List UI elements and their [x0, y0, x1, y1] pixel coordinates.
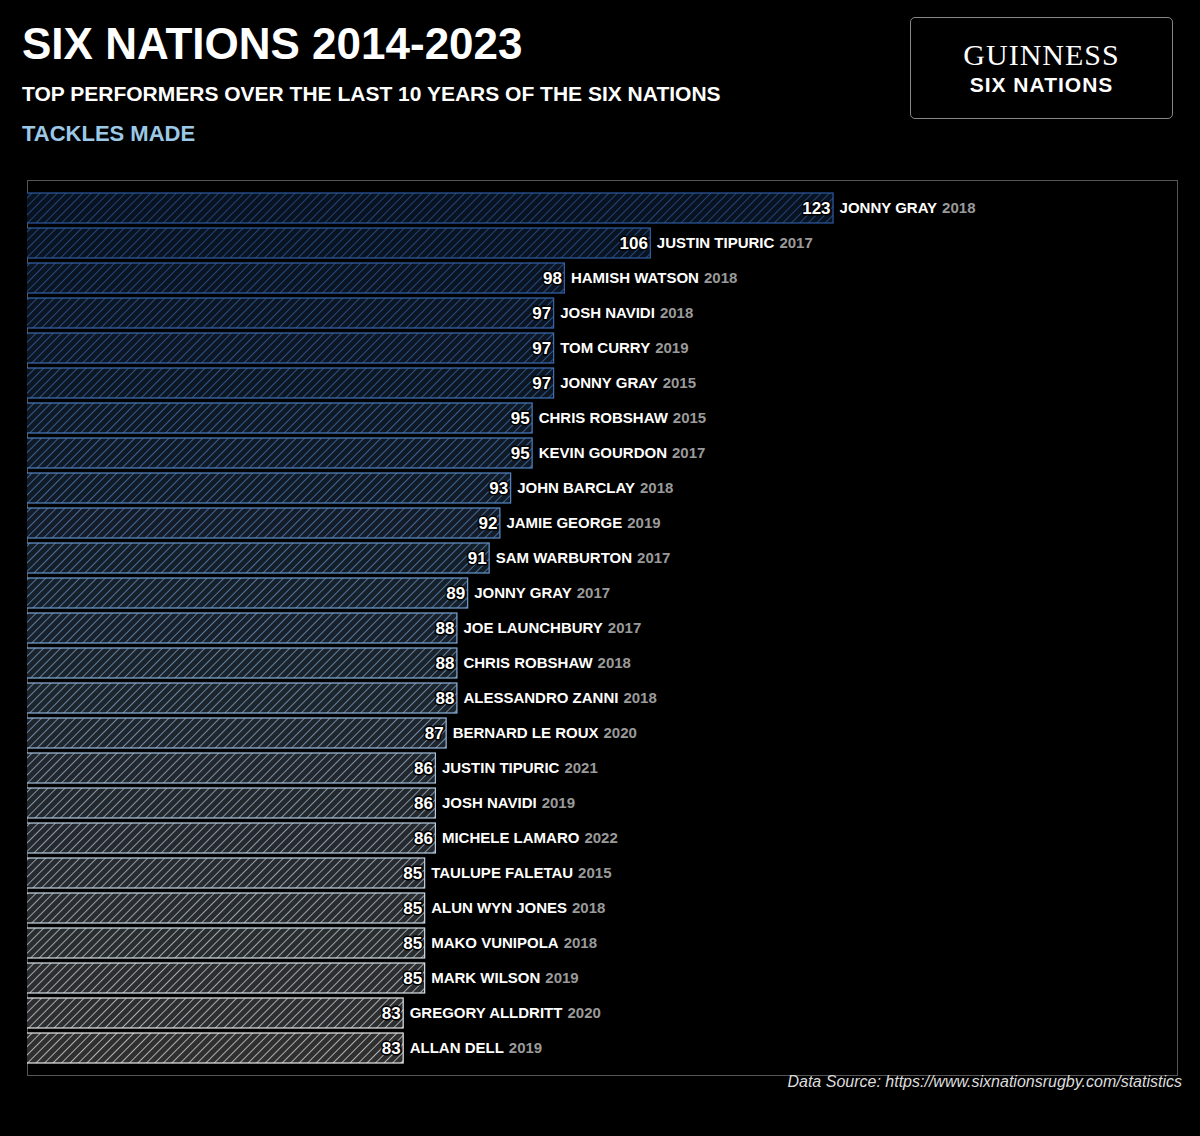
- svg-text:85: 85: [403, 934, 422, 953]
- svg-text:SAM WARBURTON2017: SAM WARBURTON2017: [496, 549, 671, 566]
- svg-text:88: 88: [435, 689, 454, 708]
- svg-text:CHRIS ROBSHAW2015: CHRIS ROBSHAW2015: [539, 409, 707, 426]
- svg-text:88: 88: [435, 654, 454, 673]
- svg-text:TAULUPE FALETAU2015: TAULUPE FALETAU2015: [431, 864, 611, 881]
- svg-text:JOSH NAVIDI2019: JOSH NAVIDI2019: [442, 794, 575, 811]
- svg-text:MICHELE LAMARO2022: MICHELE LAMARO2022: [442, 829, 618, 846]
- svg-text:85: 85: [403, 899, 422, 918]
- svg-text:98: 98: [543, 269, 562, 288]
- svg-text:JUSTIN TIPURIC2021: JUSTIN TIPURIC2021: [442, 759, 598, 776]
- svg-text:91: 91: [468, 549, 487, 568]
- html-text:Data Source: https://www.sixna: Data Source: https://www.sixnationsrugby…: [787, 1073, 1182, 1090]
- html-text:TOP PERFORMERS OVER THE LAST 1: TOP PERFORMERS OVER THE LAST 10 YEARS OF…: [22, 82, 721, 105]
- svg-text:ALLAN DELL2019: ALLAN DELL2019: [410, 1039, 543, 1056]
- html-text:TACKLES MADE: TACKLES MADE: [22, 121, 196, 146]
- svg-text:JONNY GRAY2015: JONNY GRAY2015: [560, 374, 696, 391]
- svg-text:87: 87: [425, 724, 444, 743]
- svg-text:83: 83: [382, 1004, 401, 1023]
- svg-text:95: 95: [511, 409, 530, 428]
- svg-text:ALUN WYN JONES2018: ALUN WYN JONES2018: [431, 899, 605, 916]
- svg-text:106: 106: [619, 234, 647, 253]
- svg-text:86: 86: [414, 794, 433, 813]
- html-text:GUINNESS: GUINNESS: [963, 38, 1120, 71]
- svg-text:86: 86: [414, 829, 433, 848]
- svg-text:CHRIS ROBSHAW2018: CHRIS ROBSHAW2018: [463, 654, 631, 671]
- svg-text:MARK WILSON2019: MARK WILSON2019: [431, 969, 579, 986]
- svg-text:JOE LAUNCHBURY2017: JOE LAUNCHBURY2017: [463, 619, 641, 636]
- html-text:SIX NATIONS: SIX NATIONS: [969, 73, 1114, 96]
- svg-text:GREGORY ALLDRITT2020: GREGORY ALLDRITT2020: [410, 1004, 601, 1021]
- svg-text:97: 97: [532, 374, 551, 393]
- svg-text:JONNY GRAY2018: JONNY GRAY2018: [840, 199, 976, 216]
- svg-text:TOM CURRY2019: TOM CURRY2019: [560, 339, 688, 356]
- svg-text:85: 85: [403, 864, 422, 883]
- svg-text:97: 97: [532, 304, 551, 323]
- svg-text:92: 92: [478, 514, 497, 533]
- svg-text:83: 83: [382, 1039, 401, 1058]
- svg-text:85: 85: [403, 969, 422, 988]
- svg-text:KEVIN GOURDON2017: KEVIN GOURDON2017: [539, 444, 706, 461]
- svg-text:JAMIE GEORGE2019: JAMIE GEORGE2019: [506, 514, 660, 531]
- svg-text:93: 93: [489, 479, 508, 498]
- svg-text:123: 123: [802, 199, 830, 218]
- svg-text:ALESSANDRO ZANNI2018: ALESSANDRO ZANNI2018: [463, 689, 656, 706]
- svg-text:JUSTIN TIPURIC2017: JUSTIN TIPURIC2017: [657, 234, 813, 251]
- svg-text:JONNY GRAY2017: JONNY GRAY2017: [474, 584, 610, 601]
- svg-text:MAKO VUNIPOLA2018: MAKO VUNIPOLA2018: [431, 934, 597, 951]
- svg-text:BERNARD LE ROUX2020: BERNARD LE ROUX2020: [453, 724, 637, 741]
- html-text:SIX NATIONS 2014-2023: SIX NATIONS 2014-2023: [22, 19, 523, 68]
- svg-text:JOSH NAVIDI2018: JOSH NAVIDI2018: [560, 304, 693, 321]
- svg-text:95: 95: [511, 444, 530, 463]
- svg-text:JOHN BARCLAY2018: JOHN BARCLAY2018: [517, 479, 673, 496]
- svg-text:HAMISH WATSON2018: HAMISH WATSON2018: [571, 269, 737, 286]
- svg-text:88: 88: [435, 619, 454, 638]
- svg-text:86: 86: [414, 759, 433, 778]
- svg-text:97: 97: [532, 339, 551, 358]
- svg-text:89: 89: [446, 584, 465, 603]
